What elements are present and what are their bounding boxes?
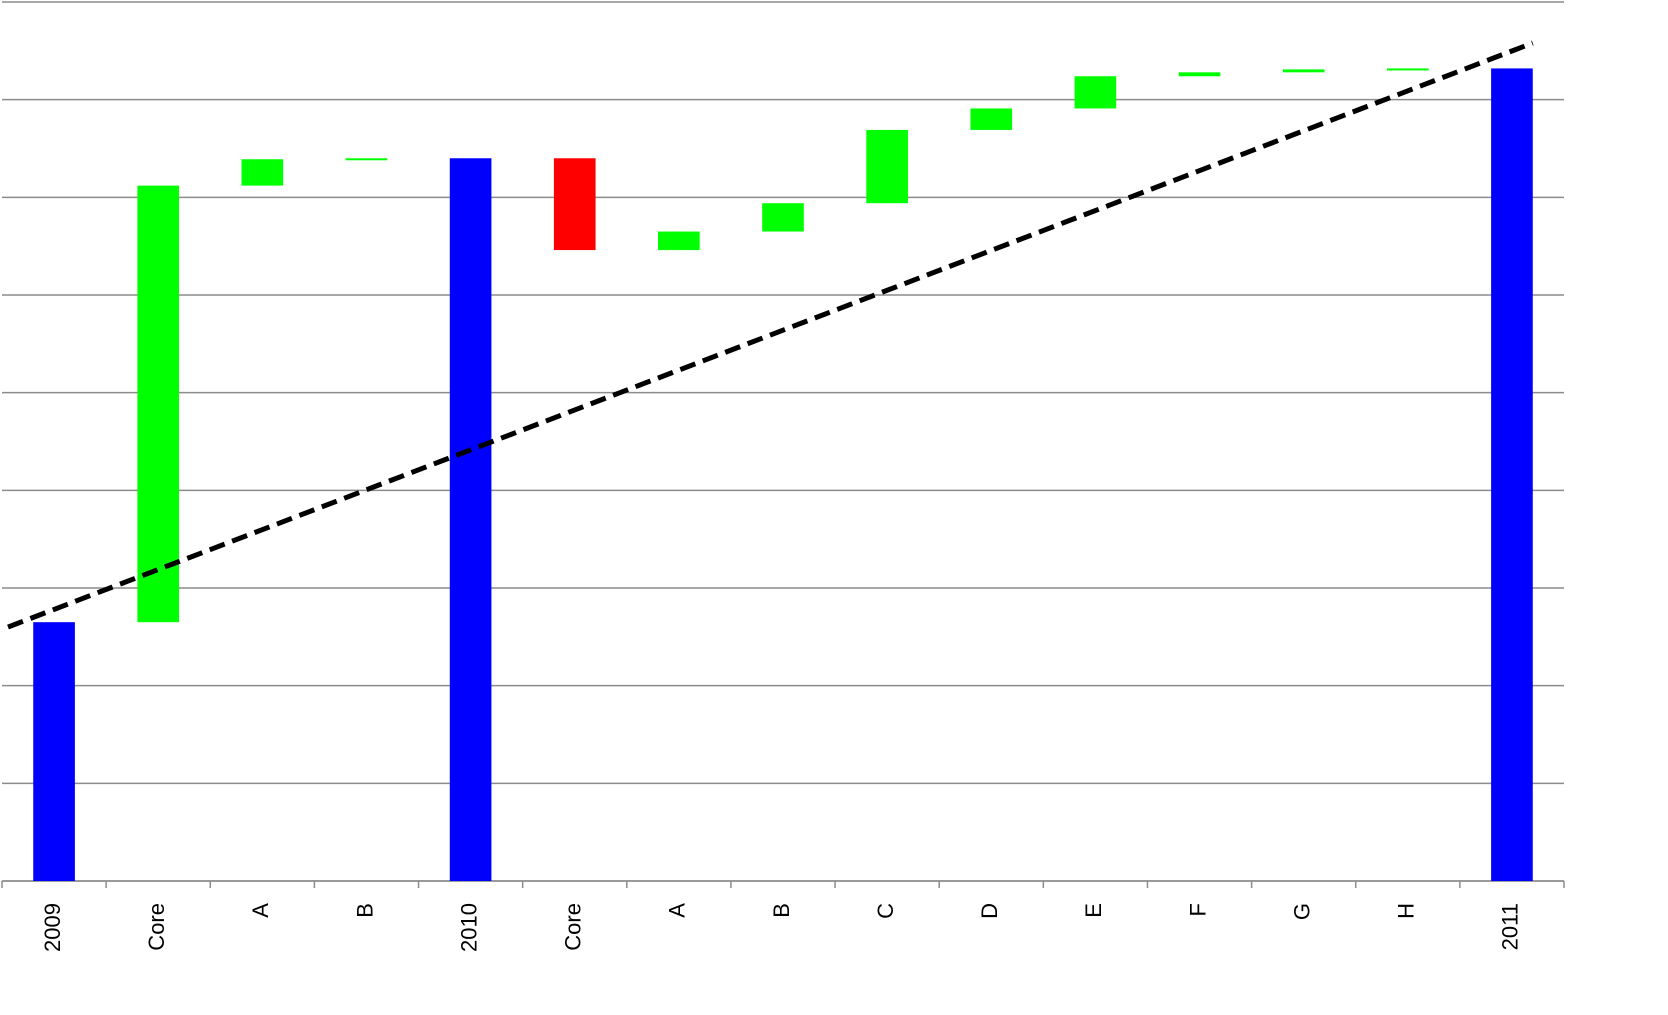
x-tick-label: C [873, 903, 898, 919]
bar [1386, 68, 1429, 71]
bar [1282, 69, 1325, 73]
x-tick-label: 2009 [40, 903, 65, 952]
bar [137, 185, 180, 623]
trendline [7, 40, 1534, 630]
bar [866, 129, 908, 204]
x-tick-label: A [248, 903, 273, 918]
x-tick-label: D [977, 903, 1002, 919]
bar [658, 231, 700, 251]
x-tick-label: Core [561, 903, 586, 951]
x-tick-label: A [665, 903, 690, 918]
bar [1491, 68, 1533, 881]
x-tick-label: B [769, 903, 794, 918]
bar [345, 158, 388, 161]
bar [970, 108, 1013, 130]
bar [553, 158, 596, 251]
x-tick-label: G [1289, 903, 1314, 920]
bar [33, 622, 75, 881]
bar [1074, 76, 1117, 109]
bar [449, 158, 492, 881]
bar [1178, 72, 1221, 77]
x-tick-label: 2010 [456, 903, 481, 952]
x-tick-label: H [1394, 903, 1419, 919]
x-tick-label: Core [144, 903, 169, 951]
bar [762, 203, 804, 232]
x-tick-label: B [352, 903, 377, 918]
x-tick-label: E [1081, 903, 1106, 918]
bar [241, 159, 284, 186]
x-tick-label: 2011 [1498, 903, 1523, 950]
x-tick-label: F [1185, 903, 1210, 916]
